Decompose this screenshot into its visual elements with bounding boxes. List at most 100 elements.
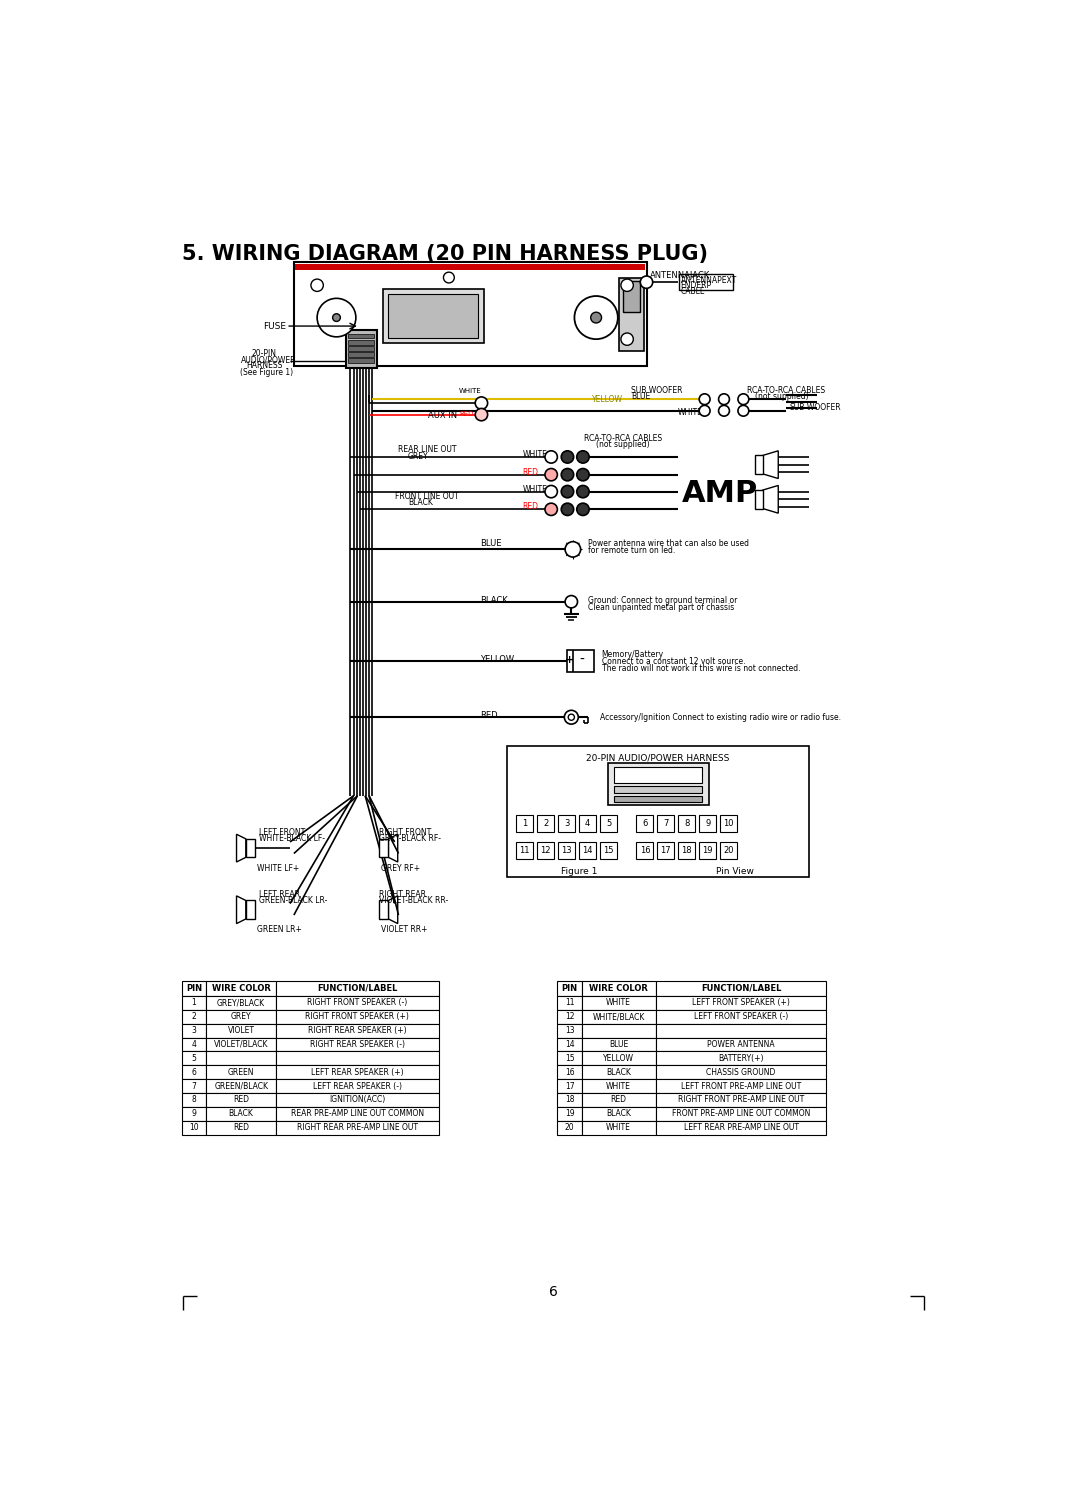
Circle shape (545, 469, 557, 481)
Text: RED: RED (233, 1095, 249, 1104)
Text: WHITE LF+: WHITE LF+ (257, 863, 300, 872)
Circle shape (545, 451, 557, 463)
Circle shape (621, 279, 633, 292)
Bar (181, 1079, 206, 1094)
Bar (276, 1079, 438, 1094)
Text: ANTENNAJACK: ANTENNAJACK (650, 271, 711, 280)
Text: Ground: Connect to ground terminal or: Ground: Connect to ground terminal or (589, 596, 738, 605)
Bar (557, 1107, 582, 1121)
Text: 11: 11 (519, 846, 530, 855)
Text: LEFT REAR: LEFT REAR (259, 890, 300, 899)
Text: BLACK: BLACK (480, 596, 508, 605)
Text: GREEN-BLACK LR-: GREEN-BLACK LR- (259, 896, 327, 905)
Text: RIGHT REAR PRE-AMP LINE OUT: RIGHT REAR PRE-AMP LINE OUT (297, 1124, 418, 1132)
Bar (557, 1094, 582, 1107)
Text: CHASSIS GROUND: CHASSIS GROUND (706, 1068, 775, 1077)
Bar (181, 981, 206, 996)
Bar (656, 996, 826, 1010)
Bar (276, 1038, 438, 1052)
Text: LEFT REAR PRE-AMP LINE OUT: LEFT REAR PRE-AMP LINE OUT (684, 1124, 798, 1132)
Bar (276, 1094, 438, 1107)
Text: LEFT FRONT SPEAKER (+): LEFT FRONT SPEAKER (+) (692, 998, 789, 1007)
Text: Figure 1: Figure 1 (562, 867, 597, 876)
Bar (656, 1052, 826, 1065)
Bar (181, 996, 206, 1010)
Text: GREEN LR+: GREEN LR+ (257, 926, 302, 935)
Text: BLUE: BLUE (631, 392, 650, 401)
Text: BATTERY(+): BATTERY(+) (718, 1053, 764, 1062)
Text: FRONT LINE OUT: FRONT LINE OUT (394, 491, 458, 500)
Bar (537, 815, 554, 831)
Bar (699, 815, 716, 831)
Text: RCA-TO-RCA CABLES: RCA-TO-RCA CABLES (584, 434, 663, 443)
Bar (582, 1052, 656, 1065)
Text: WIRE COLOR: WIRE COLOR (212, 984, 271, 993)
Text: 4: 4 (191, 1040, 197, 1049)
Bar (557, 1065, 582, 1079)
Circle shape (562, 503, 573, 515)
Bar (181, 1107, 206, 1121)
Circle shape (545, 485, 557, 497)
Text: 10: 10 (724, 819, 734, 828)
Circle shape (699, 406, 710, 416)
Bar (206, 1065, 276, 1079)
Text: 9: 9 (191, 1110, 197, 1119)
Text: AUDIO/POWER: AUDIO/POWER (241, 355, 297, 364)
Circle shape (318, 298, 356, 337)
Text: WHITE: WHITE (606, 998, 631, 1007)
Bar (294, 262, 647, 366)
Text: SUB WOOFER: SUB WOOFER (631, 386, 683, 395)
Text: PIN: PIN (186, 984, 202, 993)
Text: POWER ANTENNA: POWER ANTENNA (707, 1040, 774, 1049)
Text: RIGHT REAR SPEAKER (+): RIGHT REAR SPEAKER (+) (308, 1026, 407, 1035)
Bar (348, 334, 375, 339)
Text: 1: 1 (191, 998, 197, 1007)
Text: WHITE: WHITE (677, 407, 702, 416)
Text: Power antenna wire that can also be used: Power antenna wire that can also be used (589, 539, 750, 548)
Bar (516, 815, 534, 831)
Circle shape (565, 710, 578, 724)
Text: GREY: GREY (231, 1013, 252, 1022)
Bar (567, 650, 594, 671)
Text: AUX IN: AUX IN (428, 410, 457, 419)
Text: 20: 20 (724, 846, 734, 855)
Text: RED: RED (480, 712, 498, 721)
Bar (348, 346, 375, 351)
Text: SUB-WOOFER: SUB-WOOFER (789, 403, 841, 412)
Bar (389, 295, 478, 337)
Circle shape (333, 313, 340, 322)
Bar (181, 1010, 206, 1023)
Bar (658, 815, 674, 831)
Bar (755, 455, 762, 473)
Text: 2: 2 (543, 819, 549, 828)
Text: CABLE: CABLE (680, 286, 705, 295)
Text: 18: 18 (681, 846, 692, 855)
Text: 6: 6 (549, 1285, 558, 1299)
Circle shape (718, 406, 729, 416)
Bar (755, 490, 762, 508)
Bar (276, 1107, 438, 1121)
Text: (See Figure 1): (See Figure 1) (240, 367, 293, 376)
Bar (582, 981, 656, 996)
Polygon shape (762, 451, 779, 478)
Circle shape (640, 276, 652, 288)
Bar (679, 274, 733, 291)
Bar (720, 842, 738, 858)
Text: WHITE/BLACK: WHITE/BLACK (593, 1013, 645, 1022)
Bar (656, 1107, 826, 1121)
Bar (582, 1079, 656, 1094)
Circle shape (545, 503, 557, 515)
Text: VIOLET/BLACK: VIOLET/BLACK (214, 1040, 269, 1049)
Bar (346, 330, 377, 369)
Text: BLACK: BLACK (408, 497, 433, 506)
Text: LEFT REAR SPEAKER (+): LEFT REAR SPEAKER (+) (311, 1068, 404, 1077)
Polygon shape (389, 834, 397, 861)
Text: WHITE: WHITE (606, 1124, 631, 1132)
Text: RCA-TO-RCA CABLES: RCA-TO-RCA CABLES (747, 386, 825, 395)
Bar (276, 981, 438, 996)
Circle shape (621, 333, 633, 346)
Bar (720, 815, 738, 831)
Bar (656, 1065, 826, 1079)
Text: 7: 7 (191, 1082, 197, 1091)
Bar (582, 1038, 656, 1052)
